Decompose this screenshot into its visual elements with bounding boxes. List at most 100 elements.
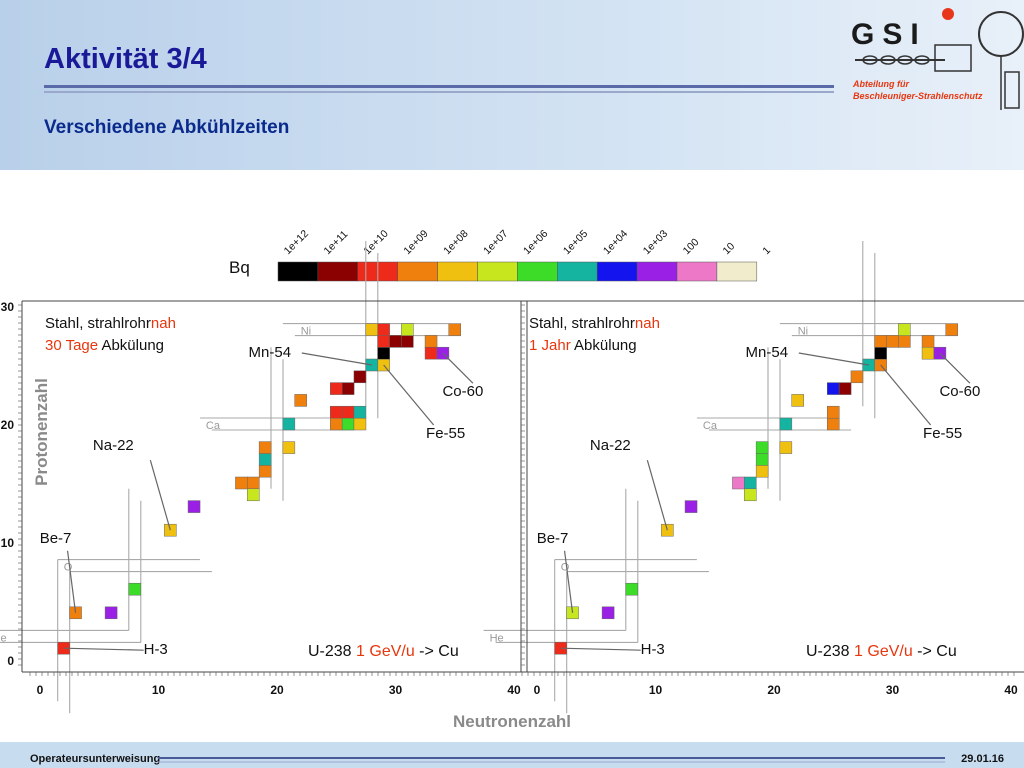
callout-label: Co-60 [442,383,483,400]
nuclide-cell [827,405,840,419]
nuclide-cell [886,335,899,348]
legend-swatch [557,261,598,282]
footer-left: Operateursunterweisung [30,753,160,765]
logo-dot [942,8,954,20]
y-axis-title: Protonenzahl [32,378,51,486]
logo-magnet-icon [914,55,930,65]
logo-text: GSI [851,18,927,51]
page-subtitle: Verschiedene Abkühlzeiten [44,117,289,138]
nuclide-cell [744,476,757,490]
nuclide-cell [247,476,260,490]
nuclide-cell [791,394,804,407]
nuclide-cell [850,370,864,384]
panel-title-near: nah [635,315,660,332]
callout-line [442,352,474,384]
y-tick-label: 0 [7,654,14,668]
beam-target: -> Cu [913,643,957,660]
legend-swatch [596,261,638,282]
callout-label: H-3 [144,641,168,658]
logo-box-icon [934,44,972,72]
legend-swatch [317,261,359,282]
x-tick-label: 40 [507,683,521,697]
nuclide-cell [625,582,639,596]
nuclide-cell [330,405,343,419]
nuclide-cell [424,335,438,348]
footer-band [0,742,1024,768]
callout-label: Fe-55 [923,425,962,442]
callout-line [149,460,171,531]
nuclide-cell [874,335,887,348]
title-underline [44,85,834,88]
legend-swatch [716,261,758,282]
callout-line [301,352,372,366]
magic-label: Ni [798,326,808,338]
magic-label: He [0,632,7,644]
cool-time-rest: Abkülung [571,337,637,354]
magic-label: O [64,562,73,574]
nuclide-cell [898,323,911,336]
callout-line [560,647,641,651]
logo-magnet-icon [862,55,878,65]
nuclide-cell [353,370,367,384]
panel-title-near: nah [151,315,176,332]
panel-cooltime: 30 Tage Abkülung [45,337,164,354]
x-tick-label: 20 [767,683,781,697]
nuclide-cell [128,582,142,596]
legend-swatch [437,261,478,282]
y-tick-label: 20 [1,418,15,432]
x-tick-label: 30 [389,683,403,697]
beam-info: U-238 1 GeV/u -> Cu [806,643,957,660]
panel-title-material: Stahl, strahlrohr [529,315,635,332]
beam-energy: 1 GeV/u [854,643,913,660]
nuclide-cell [187,500,201,513]
panel-cooltime: 1 Jahr Abkülung [529,337,637,354]
nuclide-cell [341,417,355,431]
callout-label: H-3 [641,641,665,658]
nuclide-cell [755,464,769,478]
legend-swatch [477,261,518,282]
callout-line [63,647,144,651]
nuclide-cell [838,382,852,395]
nuclide-cell [353,417,367,431]
legend-swatch [397,261,438,282]
x-tick-label: 10 [152,683,166,697]
nuclide-cell [684,500,698,513]
legend-swatch [676,261,718,282]
nuclide-cell [921,335,935,348]
callout-label: Co-60 [939,383,980,400]
y-tick-label: 10 [1,536,15,550]
nuclide-cell [945,323,958,336]
logo-magnet-icon [897,55,913,65]
nuclide-cell [377,346,390,360]
dept-line-1: Abteilung für [852,79,909,89]
callout-label: Mn-54 [249,344,292,361]
nuclide-cell [377,335,390,348]
nuclide-cell [921,346,935,360]
footer-right: 29.01.16 [961,753,1004,765]
nuclide-cell [827,417,840,431]
dept-line-2: Beschleuniger-Strahlenschutz [853,91,983,101]
panel-title: Stahl, strahlrohrnah [529,315,660,332]
logo-magnet-icon [880,55,896,65]
nuclide-cell [779,441,793,454]
nuclide-cell [341,382,355,395]
nuclide-cell [874,346,887,360]
y-tick-label: 30 [1,300,15,314]
nuclide-cell [365,323,379,336]
nuclide-cell [282,441,296,454]
callout-label: Fe-55 [426,425,465,442]
nuclide-cell [401,323,414,336]
nuclide-cell [601,606,615,620]
legend-swatch [517,261,558,282]
callout-label: Mn-54 [746,344,789,361]
callout-label: Na-22 [590,437,631,454]
magic-label: Ca [206,420,221,432]
callout-line [798,352,869,366]
nuclide-cell [755,453,769,466]
magic-label: He [490,632,504,644]
x-tick-label: 0 [534,683,541,697]
callout-line [66,550,77,613]
callout-label: Be-7 [40,530,72,547]
nuclide-cell [448,323,461,336]
